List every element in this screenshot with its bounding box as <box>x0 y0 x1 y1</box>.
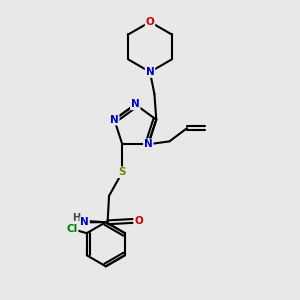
Text: N: N <box>110 115 119 124</box>
Text: N: N <box>80 217 89 227</box>
Text: S: S <box>118 167 126 177</box>
Text: N: N <box>131 99 140 110</box>
Text: O: O <box>134 216 143 226</box>
Text: O: O <box>146 17 154 27</box>
Text: Cl: Cl <box>66 224 78 234</box>
Text: H: H <box>72 213 80 223</box>
Text: N: N <box>144 139 153 149</box>
Text: N: N <box>146 67 154 77</box>
